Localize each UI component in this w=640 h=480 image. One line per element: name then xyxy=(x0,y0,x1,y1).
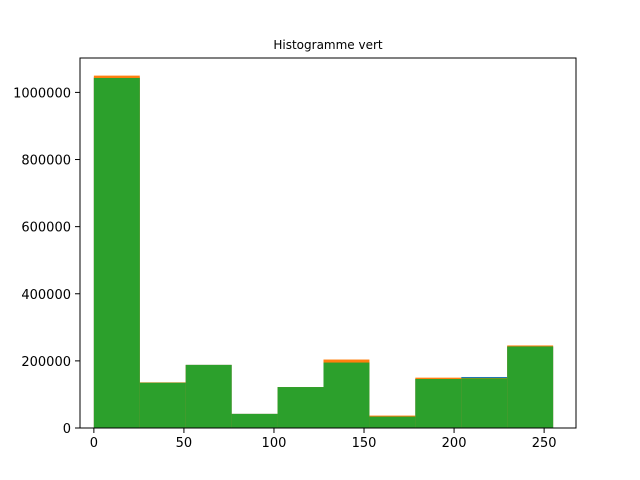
x-axis: 0 50 100 150 200 250 xyxy=(90,428,557,451)
y-tick-label: 1000000 xyxy=(13,86,71,101)
y-tick-label: 600000 xyxy=(21,221,71,236)
plot-frame xyxy=(79,57,577,429)
y-tick-label: 400000 xyxy=(21,288,71,303)
bar-series2-bin1 xyxy=(139,382,186,428)
y-tick-label: 0 xyxy=(63,422,71,437)
bar-series2-bin3 xyxy=(231,413,278,428)
x-tick-label: 250 xyxy=(532,436,557,451)
x-tick-label: 150 xyxy=(352,436,377,451)
x-tick-label: 100 xyxy=(262,436,287,451)
chart-title: Histogramme vert xyxy=(273,38,383,52)
bar-series2-bin2 xyxy=(185,364,232,428)
x-tick-label: 50 xyxy=(176,436,193,451)
y-axis: 0 200000 400000 600000 800000 1000000 xyxy=(13,86,80,437)
y-tick-label: 200000 xyxy=(21,355,71,370)
bar-series2-bin4 xyxy=(277,387,324,428)
x-tick-label: 200 xyxy=(442,436,467,451)
bar-series2-bin7 xyxy=(415,379,462,428)
bar-series2-bin0 xyxy=(93,77,140,428)
bars-layer xyxy=(93,75,554,428)
bar-series2-bin9 xyxy=(507,346,554,428)
y-tick-label: 800000 xyxy=(21,154,71,169)
bar-series2-bin6 xyxy=(369,416,416,428)
bar-series2-bin5 xyxy=(323,362,370,428)
bar-series2-bin8 xyxy=(461,378,508,428)
x-tick-label: 0 xyxy=(90,436,98,451)
